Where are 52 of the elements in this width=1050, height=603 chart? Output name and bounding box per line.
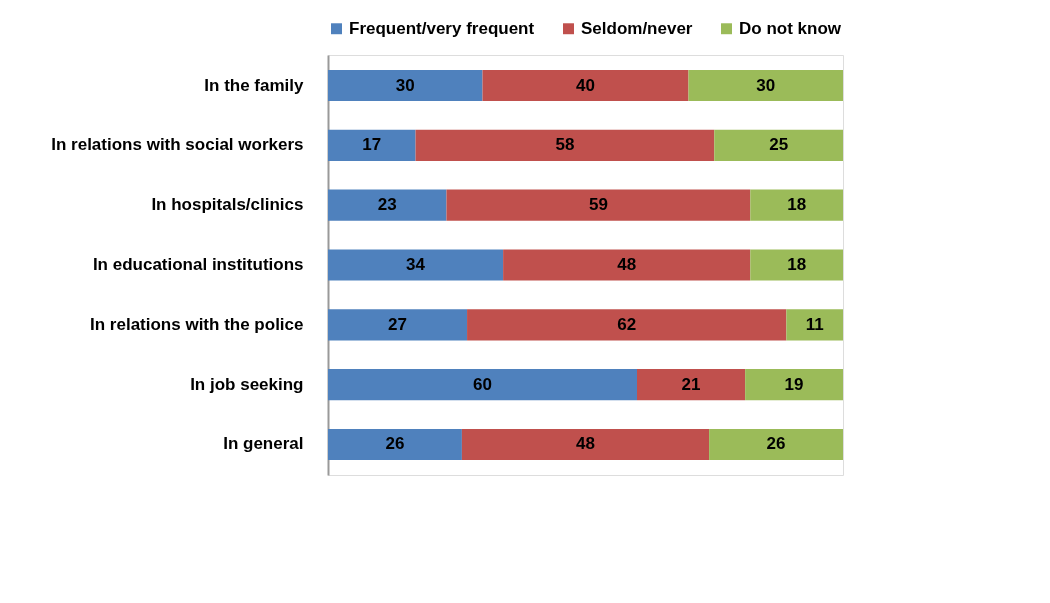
bar bbox=[415, 129, 715, 161]
data-label: 40 bbox=[576, 75, 595, 95]
data-label: 26 bbox=[766, 434, 786, 454]
y-tick-label: In educational institutions bbox=[92, 255, 304, 274]
bar bbox=[328, 129, 416, 161]
bar bbox=[750, 249, 843, 281]
y-tick-label: In job seeking bbox=[190, 374, 304, 394]
data-label: 11 bbox=[805, 314, 824, 334]
y-tick-label: In general bbox=[223, 434, 304, 454]
bar bbox=[688, 69, 843, 102]
bar bbox=[467, 309, 787, 341]
data-label: 62 bbox=[617, 314, 637, 334]
data-label: 30 bbox=[395, 75, 415, 95]
legend-label: Seldom/never bbox=[581, 18, 693, 38]
data-label: 58 bbox=[555, 135, 575, 155]
data-label: 25 bbox=[769, 135, 789, 155]
bar bbox=[328, 69, 483, 102]
bar bbox=[461, 428, 710, 461]
bar bbox=[709, 428, 843, 461]
data-label: 60 bbox=[473, 374, 492, 394]
bar bbox=[637, 369, 746, 401]
data-label: 48 bbox=[617, 255, 637, 274]
y-tick-label: In hospitals/clinics bbox=[151, 195, 304, 215]
y-tick-label: In relations with the police bbox=[90, 314, 304, 334]
bar bbox=[786, 309, 843, 341]
y-tick-label: In relations with social workers bbox=[51, 135, 304, 155]
data-label: 17 bbox=[362, 135, 382, 155]
data-label: 26 bbox=[385, 434, 405, 454]
data-label: 48 bbox=[576, 434, 595, 454]
bar bbox=[482, 69, 689, 102]
data-label: 23 bbox=[377, 195, 397, 215]
bar bbox=[328, 249, 504, 281]
data-label: 18 bbox=[787, 255, 807, 274]
bar bbox=[328, 369, 637, 401]
data-label: 30 bbox=[756, 75, 776, 95]
y-tick-label: In the family bbox=[204, 75, 305, 95]
bar bbox=[328, 309, 468, 341]
bar bbox=[328, 189, 447, 221]
data-label: 34 bbox=[406, 255, 426, 274]
data-label: 27 bbox=[388, 314, 407, 334]
data-label: 19 bbox=[784, 374, 804, 394]
legend-label: Do not know bbox=[739, 18, 842, 38]
bar bbox=[503, 249, 751, 281]
data-label: 18 bbox=[787, 195, 807, 215]
legend-label: Frequent/very frequent bbox=[349, 18, 535, 38]
bar bbox=[328, 428, 462, 461]
bar bbox=[750, 189, 843, 221]
data-label: 59 bbox=[588, 195, 608, 215]
bar bbox=[714, 129, 843, 161]
bar bbox=[745, 369, 843, 401]
data-label: 21 bbox=[681, 374, 701, 394]
bar bbox=[446, 189, 751, 221]
